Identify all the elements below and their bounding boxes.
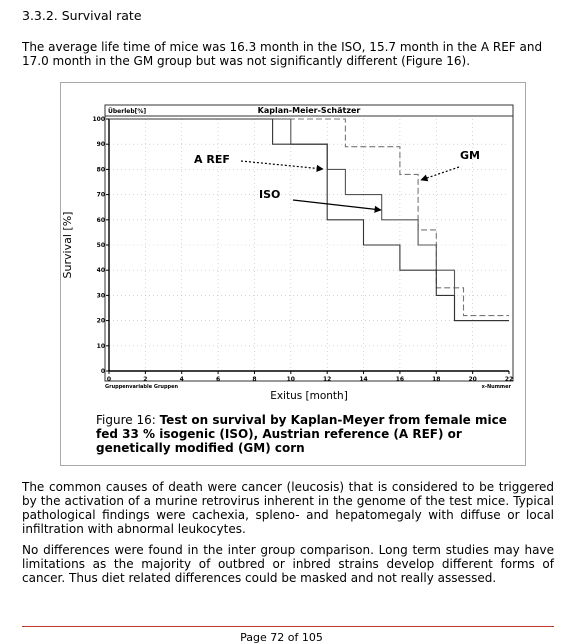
- annotation-iso: ISO: [259, 188, 280, 201]
- y-tick-label: 30: [97, 292, 105, 299]
- y-tick-label: 0: [101, 368, 105, 375]
- chart-inner-frame: [104, 104, 514, 382]
- x-end-label: x-Nummer: [482, 384, 512, 390]
- caption-prefix: Figure 16:: [96, 413, 160, 427]
- y-tick-label: 50: [97, 242, 105, 249]
- y-tick-label: 40: [97, 267, 105, 274]
- footer-rule: [22, 626, 554, 627]
- annotation-a-ref: A REF: [194, 153, 230, 166]
- x-axis-title: Exitus [month]: [270, 390, 348, 402]
- chart-y-inner-label: Überleb[%]: [108, 108, 146, 115]
- annotation-gm: GM: [460, 149, 480, 162]
- group-variable-label: Gruppenvariable Gruppen: [105, 384, 179, 390]
- x-tick-label: 12: [323, 376, 331, 383]
- y-axis-title: Survival [%]: [61, 212, 74, 279]
- y-tick-label: 10: [97, 343, 105, 350]
- chart-title: Kaplan-Meier-Schätzer: [258, 106, 361, 115]
- annotation-arrow-a-ref: [240, 160, 324, 172]
- x-tick-label: 10: [287, 376, 295, 383]
- figure-caption: Figure 16: Test on survival by Kaplan-Me…: [96, 413, 516, 455]
- intro-paragraph: The average life time of mice was 16.3 m…: [22, 40, 543, 68]
- x-tick-label: 20: [468, 376, 476, 383]
- x-tick-label: 4: [180, 376, 184, 383]
- series-line-iso: [109, 118, 509, 322]
- x-tick-label: 0: [107, 376, 111, 383]
- x-tick-label: 22: [505, 376, 513, 383]
- comparison-paragraph: No differences were found in the inter g…: [22, 543, 554, 585]
- y-tick-label: 20: [97, 318, 105, 325]
- annotation-arrow-iso: [292, 199, 382, 213]
- x-tick-label: 6: [216, 376, 220, 383]
- page-number: Page 72 of 105: [240, 631, 323, 644]
- x-tick-label: 18: [432, 376, 440, 383]
- y-tick-label: 60: [97, 217, 105, 224]
- causes-paragraph: The common causes of death were cancer (…: [22, 480, 554, 536]
- annotation-arrow-gm: [420, 166, 460, 182]
- section-heading: 3.3.2. Survival rate: [22, 8, 142, 23]
- y-tick-label: 70: [97, 192, 105, 199]
- survival-chart: Überleb[%] Kaplan-Meier-Schätzer010203040…: [61, 104, 514, 402]
- x-tick-label: 16: [396, 376, 404, 383]
- y-tick-label: 100: [92, 116, 105, 123]
- x-tick-label: 2: [143, 376, 147, 383]
- caption-text: Test on survival by Kaplan-Meyer from fe…: [96, 413, 507, 455]
- series-line-gm: [109, 118, 509, 317]
- x-tick-label: 8: [252, 376, 256, 383]
- figure-frame: Überleb[%] Kaplan-Meier-Schätzer 0 10 20 30 40…: [60, 82, 526, 466]
- y-tick-label: 90: [97, 141, 105, 148]
- y-tick-label: 80: [97, 166, 105, 173]
- x-tick-label: 14: [359, 376, 367, 383]
